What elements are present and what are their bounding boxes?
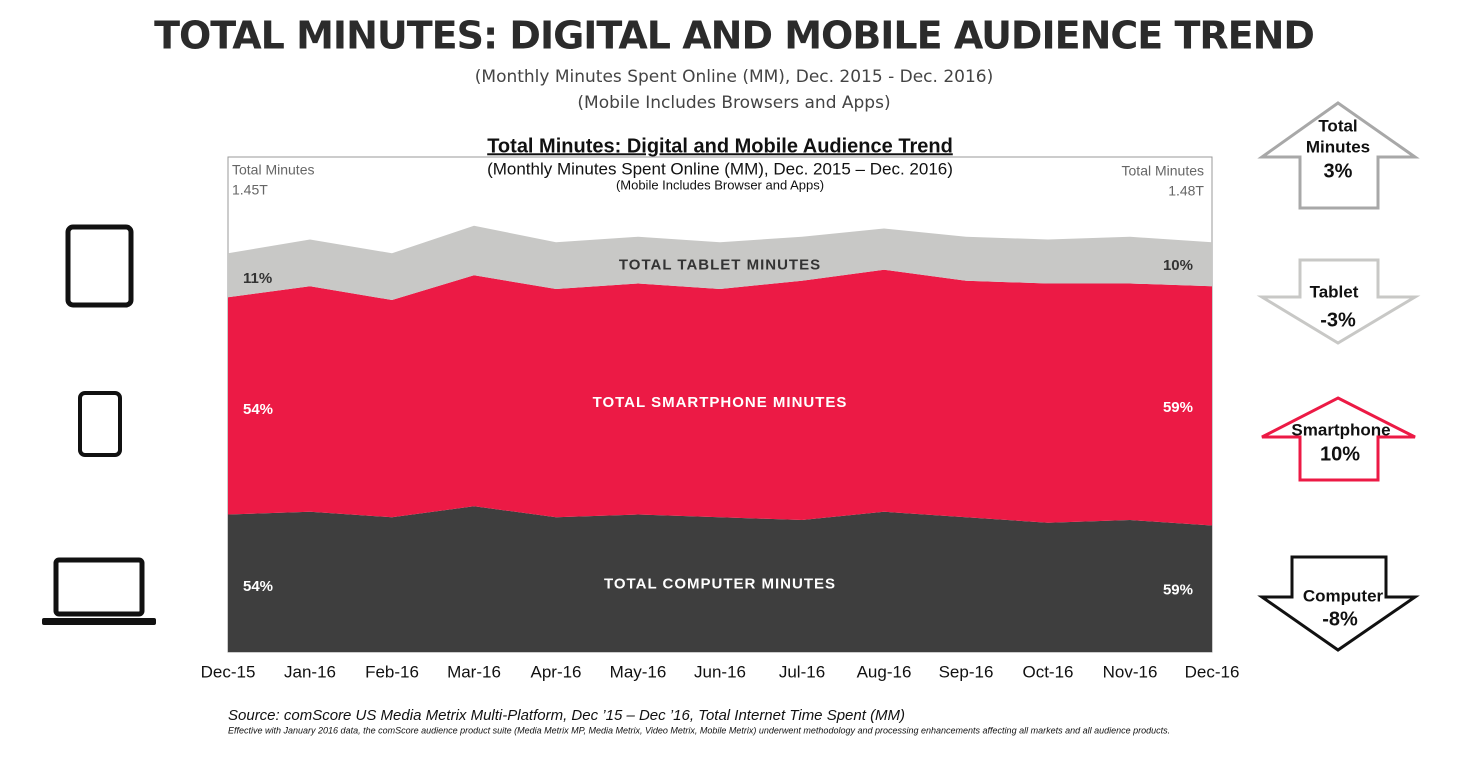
laptop-base bbox=[42, 618, 156, 625]
down-arrow bbox=[1256, 258, 1421, 345]
start-label: 11% bbox=[243, 270, 272, 287]
tablet-icon bbox=[65, 224, 134, 308]
x-tick-label: Aug-16 bbox=[857, 662, 912, 681]
arrow-change: 10% bbox=[1320, 443, 1360, 465]
down-arrow bbox=[1257, 555, 1420, 652]
arrow-label: Computer bbox=[1303, 586, 1384, 605]
x-tick-label: Nov-16 bbox=[1103, 662, 1158, 681]
x-tick-label: Jun-16 bbox=[694, 662, 746, 681]
x-tick-label: Oct-16 bbox=[1022, 662, 1073, 681]
chart: Total Minutes: Digital and Mobile Audien… bbox=[201, 135, 1240, 681]
source-note: Source: comScore US Media Metrix Multi-P… bbox=[228, 707, 905, 724]
change-arrows: Total Minutes 3% Tablet -3% Smartphone 1… bbox=[1256, 101, 1421, 652]
series-label: TOTAL SMARTPHONE MINUTES bbox=[593, 394, 848, 411]
chart-subtitle: (Mobile Includes Browser and Apps) bbox=[616, 177, 824, 192]
x-tick-label: Mar-16 bbox=[447, 662, 501, 681]
start-label: 54% bbox=[243, 401, 273, 418]
page-subtitle: (Mobile Includes Browsers and Apps) bbox=[577, 93, 890, 113]
device-icons bbox=[42, 224, 156, 625]
chart-title: Total Minutes: Digital and Mobile Audien… bbox=[487, 135, 953, 157]
arrow-label: Minutes bbox=[1306, 137, 1370, 156]
phone-icon bbox=[78, 391, 122, 457]
chart-subtitle: (Monthly Minutes Spent Online (MM), Dec.… bbox=[487, 159, 953, 178]
area bbox=[228, 225, 1212, 300]
end-label: 59% bbox=[1163, 399, 1193, 416]
arrow-change: -3% bbox=[1320, 309, 1356, 331]
up-arrow bbox=[1261, 396, 1416, 482]
page-title: TOTAL MINUTES: DIGITAL AND MOBILE AUDIEN… bbox=[154, 14, 1314, 58]
laptop-icon bbox=[53, 557, 145, 617]
arrow-change: 3% bbox=[1324, 160, 1353, 182]
series-label: TOTAL COMPUTER MINUTES bbox=[604, 576, 836, 593]
arrow-label: Total bbox=[1318, 116, 1357, 135]
x-tick-label: Jan-16 bbox=[284, 662, 336, 681]
footnote: Effective with January 2016 data, the co… bbox=[228, 725, 1170, 735]
end-label: 10% bbox=[1163, 257, 1193, 274]
x-tick-label: Dec-15 bbox=[201, 662, 256, 681]
area bbox=[228, 506, 1212, 652]
x-tick-label: Sep-16 bbox=[939, 662, 994, 681]
area bbox=[228, 269, 1212, 526]
annotation: 1.45T bbox=[232, 182, 268, 198]
arrow-change: -8% bbox=[1322, 608, 1358, 630]
annotation: Total Minutes bbox=[1122, 163, 1204, 179]
x-tick-label: May-16 bbox=[610, 662, 667, 681]
x-tick-label: Feb-16 bbox=[365, 662, 419, 681]
x-tick-label: Dec-16 bbox=[1185, 662, 1240, 681]
annotation: 1.48T bbox=[1168, 183, 1204, 199]
x-tick-label: Jul-16 bbox=[779, 662, 825, 681]
up-arrow bbox=[1257, 101, 1420, 210]
page-subtitle: (Monthly Minutes Spent Online (MM), Dec.… bbox=[475, 67, 993, 87]
x-tick-label: Apr-16 bbox=[530, 662, 581, 681]
annotation: Total Minutes bbox=[232, 162, 314, 178]
series-label: TOTAL TABLET MINUTES bbox=[619, 257, 821, 274]
arrow-label: Smartphone bbox=[1291, 420, 1390, 439]
start-label: 54% bbox=[243, 578, 273, 595]
end-label: 59% bbox=[1163, 582, 1193, 599]
arrow-label: Tablet bbox=[1310, 282, 1359, 301]
